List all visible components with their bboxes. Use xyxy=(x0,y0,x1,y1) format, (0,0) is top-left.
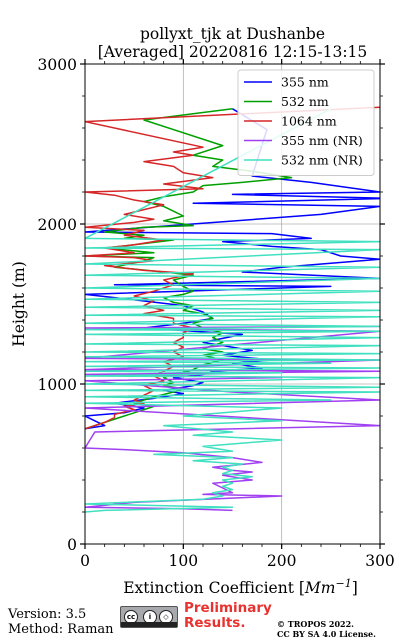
preliminary-text: Preliminary xyxy=(184,600,272,616)
license-line: CC BY SA 4.0 License. xyxy=(277,629,376,639)
copyright-line: © TROPOS 2022. xyxy=(277,619,354,629)
x-axis-label: Extinction Coefficient [Mm−1] xyxy=(123,577,358,597)
legend-label: 532 nm (NR) xyxy=(281,153,363,168)
series-group xyxy=(85,106,380,513)
legend-label: 532 nm xyxy=(281,94,329,109)
legend-label: 355 nm xyxy=(281,75,329,90)
y-tick-label: 0 xyxy=(67,536,77,554)
chart-subtitle: [Averaged] 20220816 12:15-13:15 xyxy=(97,43,368,61)
legend-label: 1064 nm xyxy=(281,114,337,129)
x-tick-label: 0 xyxy=(80,552,90,570)
y-tick-label: 2000 xyxy=(38,216,77,234)
preliminary-notice: Preliminary Results. xyxy=(184,601,272,631)
y-tick-label: 3000 xyxy=(38,56,77,74)
badge-strip xyxy=(121,622,177,627)
y-tick-label: 1000 xyxy=(38,376,77,394)
x-tick-label: 100 xyxy=(169,552,199,570)
x-tick-label: 300 xyxy=(365,552,395,570)
legend-label: 355 nm (NR) xyxy=(281,133,363,148)
chart-title: pollyxt_tjk at Dushanbe xyxy=(139,25,326,43)
cc-license-badge: cc i ◇ xyxy=(120,606,178,628)
results-text: Results. xyxy=(184,615,246,631)
x-tick-label: 200 xyxy=(267,552,297,570)
copyright-notice: © TROPOS 2022. CC BY SA 4.0 License. xyxy=(277,619,376,639)
plot-frame xyxy=(84,63,381,545)
y-axis-label: Height (m) xyxy=(10,261,28,347)
legend-box xyxy=(237,69,375,176)
version-label: Version: 3.5 xyxy=(8,607,87,622)
series-line-4 xyxy=(85,108,380,513)
method-label: Method: Raman xyxy=(8,622,114,637)
